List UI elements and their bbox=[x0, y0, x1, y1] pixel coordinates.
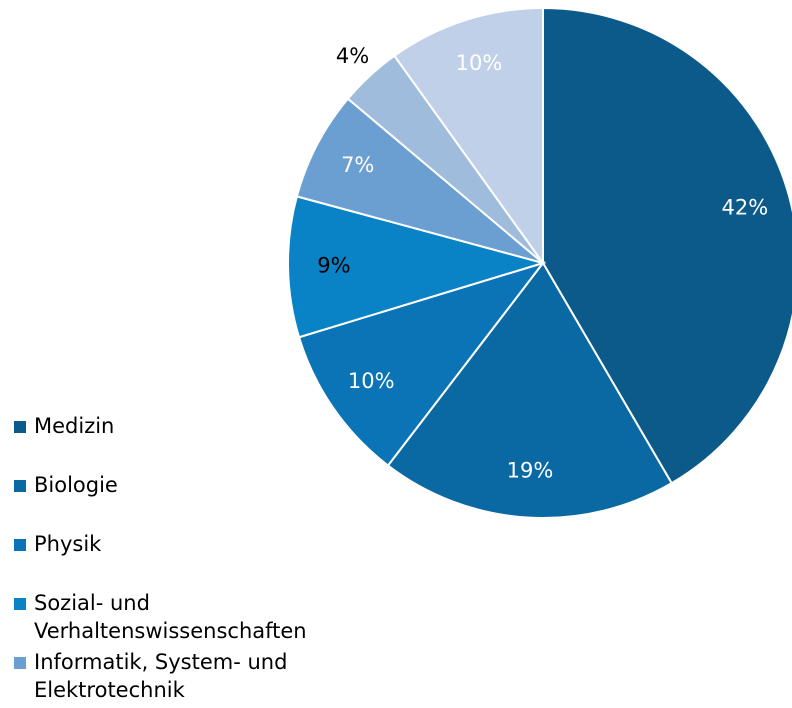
legend-line: Verhaltenswissenschaften bbox=[34, 619, 307, 643]
slice-label: 10% bbox=[456, 51, 503, 75]
legend-line: Elektrotechnik bbox=[34, 678, 186, 702]
slice-label: 19% bbox=[507, 459, 554, 483]
slice-label: 10% bbox=[348, 369, 395, 393]
legend-line: Informatik, System- und bbox=[34, 650, 287, 674]
legend-line: Sozial- und bbox=[34, 591, 150, 615]
legend-label: Sozial- und Verhaltenswissenschaften bbox=[34, 591, 307, 643]
pie-slice bbox=[297, 261, 546, 467]
pie-slice bbox=[393, 6, 544, 267]
legend-swatch bbox=[14, 421, 26, 433]
pie-slice bbox=[295, 97, 544, 264]
slice-label: 7% bbox=[341, 153, 374, 177]
slice-label: 9% bbox=[317, 253, 350, 277]
pie-slice bbox=[386, 261, 674, 519]
legend-label: Biologie bbox=[34, 473, 118, 497]
legend-swatch bbox=[14, 480, 26, 492]
legend-label: Physik bbox=[34, 532, 102, 556]
pie-slice bbox=[542, 6, 792, 485]
pie-slice bbox=[287, 195, 547, 339]
legend-label: Informatik, System- und Elektrotechnik bbox=[34, 650, 287, 702]
legend-swatch bbox=[14, 657, 26, 669]
legend-swatch bbox=[14, 539, 26, 551]
legend-swatch bbox=[14, 598, 26, 610]
legend-label: Medizin bbox=[34, 414, 114, 438]
slice-label: 42% bbox=[721, 195, 768, 219]
slice-label: 4% bbox=[336, 44, 369, 68]
